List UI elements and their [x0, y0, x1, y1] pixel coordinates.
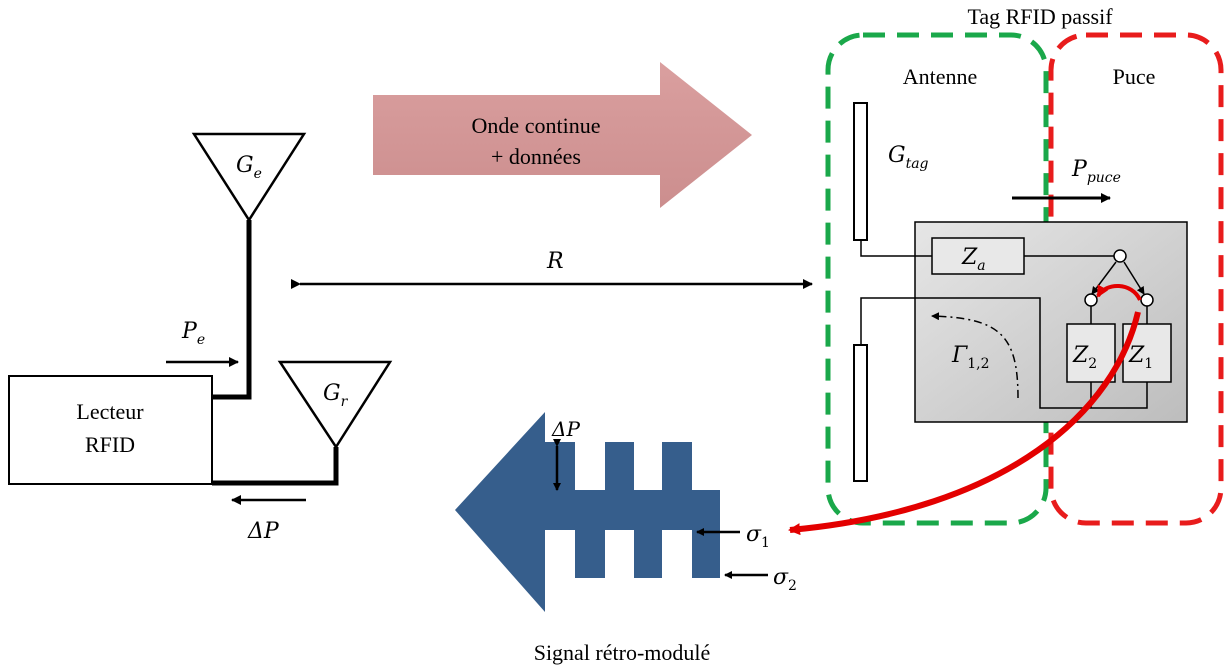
signal-caption: Signal rétro-modulé	[534, 640, 711, 665]
reader-box	[8, 375, 213, 485]
red-link-arrow	[788, 311, 1141, 536]
distance-label: R	[546, 249, 564, 274]
antenna-label: Antenne	[903, 64, 978, 89]
z1-label: Z1	[1128, 343, 1153, 372]
switch-arm-left	[1091, 261, 1117, 295]
gtag-label: Gtag	[888, 143, 929, 172]
sigma2-label: σ2	[773, 565, 797, 594]
dipole-lower	[853, 344, 868, 482]
wave-text-line1: Onde continue	[472, 113, 601, 138]
dipole-upper	[853, 102, 868, 241]
gamma-label: Γ1,2	[951, 343, 990, 372]
receiver-antenna	[277, 360, 393, 450]
ppuce-label: Ppuce	[1071, 157, 1121, 186]
reader-text-line1: Lecteur	[76, 399, 144, 424]
emitter-feed-line	[212, 220, 252, 400]
emitter-antenna	[191, 132, 307, 223]
za-box	[931, 237, 1025, 275]
gamma-arrow	[931, 312, 1019, 399]
ge-label: Ge	[236, 153, 262, 182]
deltap-reader-label: ΔP	[247, 519, 280, 544]
switch-node-right	[1140, 293, 1154, 307]
switch-node-left	[1084, 293, 1098, 307]
z2-label: Z2	[1072, 343, 1097, 372]
tag-title: Tag RFID passif	[967, 4, 1113, 29]
deltap-signal-label: ΔP	[551, 417, 580, 441]
chip-label: Puce	[1113, 64, 1156, 89]
pe-label: Pe	[181, 319, 205, 348]
gr-label: Gr	[323, 381, 349, 410]
z2-box	[1066, 323, 1116, 383]
switch-node-top	[1113, 249, 1127, 263]
switch-arm-right	[1123, 261, 1145, 295]
za-label: Za	[961, 245, 986, 274]
red-switch-arrow	[1096, 284, 1142, 302]
backscatter-signal	[455, 412, 720, 612]
receiver-feed-line	[212, 447, 339, 486]
wave-arrow	[373, 62, 752, 208]
sigma1-label: σ1	[746, 522, 770, 551]
wave-text-line2: + données	[491, 144, 581, 169]
wire-upper	[860, 240, 932, 257]
reader-text-line2: RFID	[85, 432, 135, 457]
